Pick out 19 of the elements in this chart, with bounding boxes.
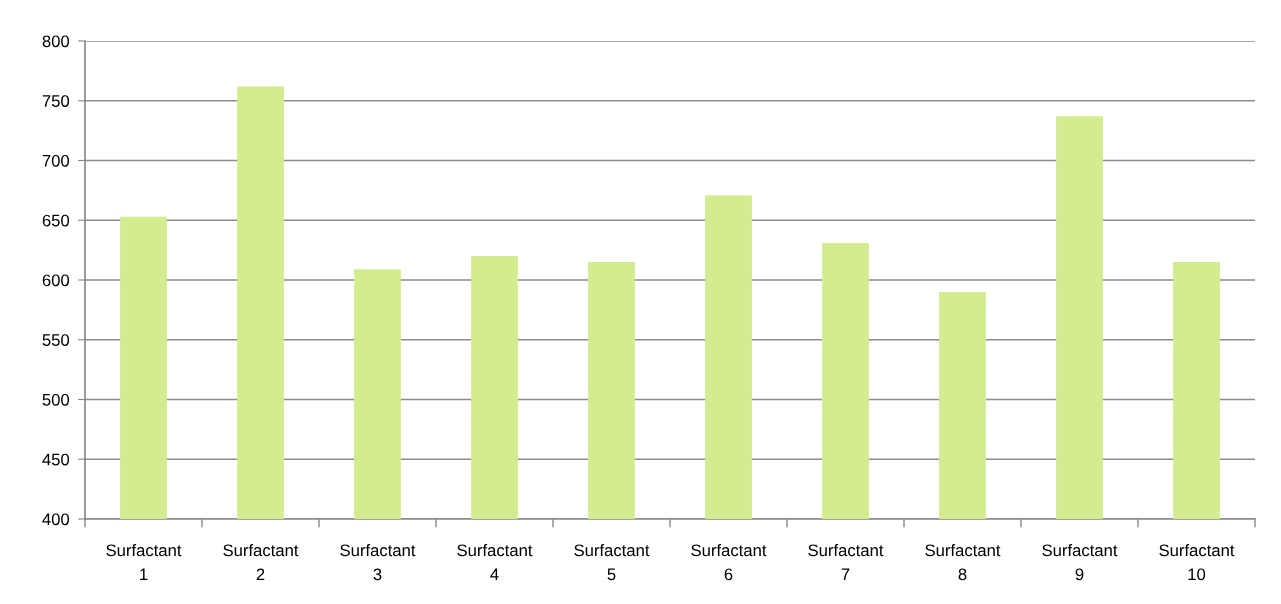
y-tick-label: 800 <box>42 35 70 48</box>
y-tick-label: 600 <box>42 274 70 287</box>
x-tick-label: Surfactant 4 <box>457 544 533 581</box>
x-tick-label: Surfactant 5 <box>574 544 650 581</box>
x-tick-label: Surfactant 1 <box>106 544 182 581</box>
y-tick-label: 400 <box>42 513 70 526</box>
x-tick-label: Surfactant 9 <box>1042 544 1118 581</box>
y-tick-label: 550 <box>42 334 70 346</box>
x-tick-label: Surfactant 6 <box>691 544 767 581</box>
y-tick-label: 650 <box>42 214 70 227</box>
x-tick-label: Surfactant 2 <box>223 544 299 581</box>
y-tick-label: 500 <box>42 393 70 406</box>
x-tick-label: Surfactant 3 <box>340 544 416 581</box>
y-tick-label: 750 <box>42 95 70 107</box>
x-tick-label: Surfactant 10 <box>1159 544 1235 581</box>
x-tick-label: Surfactant 8 <box>925 544 1001 581</box>
x-tick-label: Surfactant 7 <box>808 544 884 581</box>
y-tick-label: 450 <box>42 453 70 466</box>
y-tick-label: 700 <box>42 154 70 167</box>
